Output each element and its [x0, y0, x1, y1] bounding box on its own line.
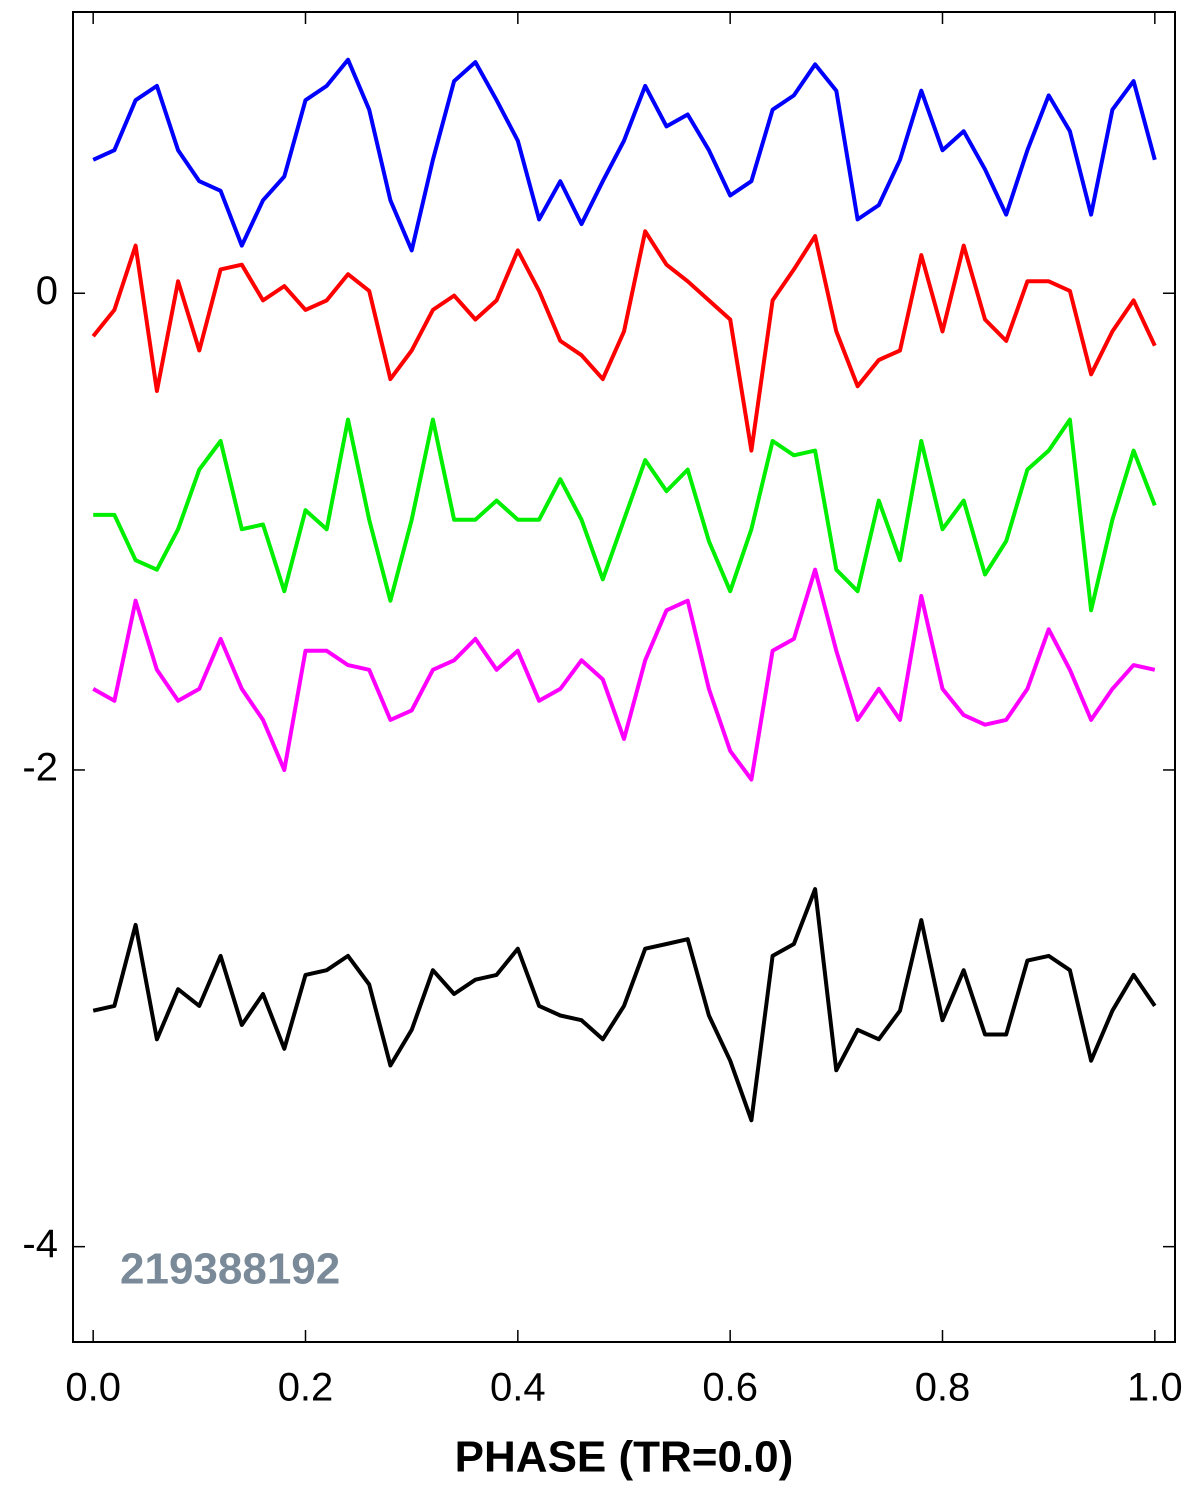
series-line — [92, 887, 1157, 1123]
x-tick-label: 0.8 — [915, 1366, 971, 1410]
x-tick-label: 0.2 — [278, 1366, 334, 1410]
y-tick-label: 0 — [36, 269, 58, 313]
x-tick-label: 1.0 — [1127, 1366, 1183, 1410]
annotation: 219388192 — [120, 1245, 340, 1294]
series-line — [92, 567, 1156, 782]
x-tick-label: 0.0 — [65, 1366, 121, 1410]
x-tick-label: 0.6 — [702, 1366, 758, 1410]
x-axis-label: PHASE (TR=0.0) — [455, 1433, 794, 1482]
plot-frame — [72, 11, 1176, 1343]
series-line — [92, 57, 1157, 253]
y-tick-label: -4 — [22, 1222, 58, 1266]
x-tick-label: 0.4 — [490, 1366, 546, 1410]
series-line — [91, 229, 1157, 453]
series-line — [93, 417, 1157, 613]
y-tick-label: -2 — [22, 746, 58, 790]
